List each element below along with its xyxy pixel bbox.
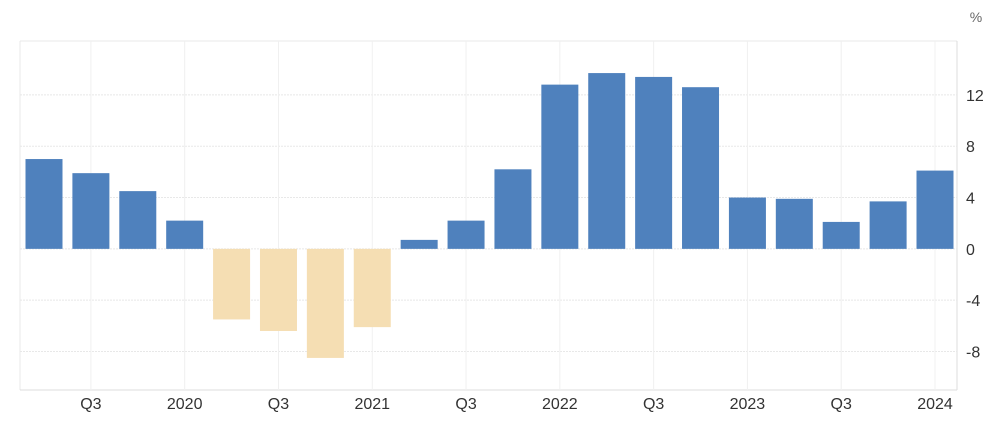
x-axis: Q3 2020 Q3 2021 Q3 2022 Q3 2023 Q3 2024 [80,396,953,413]
bar-2022-q4[interactable] [682,87,720,249]
bar-2019-q4[interactable] [119,191,157,249]
x-tick-label: 2021 [354,396,390,413]
bar-2023-q2[interactable] [775,198,813,249]
grid [19,40,958,391]
bars [25,73,954,358]
bar-2021-q1[interactable] [353,248,391,328]
y-tick-label: 4 [966,191,975,208]
bar-2021-q3[interactable] [447,220,485,249]
bar-2020-q1[interactable] [166,220,204,249]
unit-label: % [970,9,982,25]
y-tick-label: 12 [966,88,984,105]
x-tick-label: Q3 [80,396,101,413]
y-tick-label: 8 [966,139,975,156]
bar-2020-q3[interactable] [259,248,297,331]
bar-2021-q2[interactable] [400,239,438,249]
bar-2022-q1[interactable] [541,84,579,249]
x-tick-label: 2023 [730,396,766,413]
bar-2019-q3[interactable] [72,173,110,249]
x-tick-label: Q3 [643,396,664,413]
x-tick-label: Q3 [268,396,289,413]
bar-2023-q1[interactable] [728,197,766,249]
y-tick-label: 0 [966,242,975,259]
bar-2020-q4[interactable] [306,248,344,358]
x-tick-label: Q3 [831,396,852,413]
x-tick-label: 2024 [917,396,953,413]
bar-2021-q4[interactable] [494,169,532,249]
bar-2023-q3[interactable] [822,221,860,249]
bar-2022-q3[interactable] [635,76,673,249]
x-tick-label: Q3 [455,396,476,413]
y-axis: 12 8 4 0 -4 -8 [966,88,984,362]
y-tick-label: -8 [966,345,980,362]
y-tick-label: -4 [966,293,980,310]
x-tick-label: 2022 [542,396,578,413]
bar-2019-q2[interactable] [25,159,63,249]
bar-2023-q4[interactable] [869,201,907,249]
bar-2024-q1[interactable] [916,170,954,249]
bar-2020-q2[interactable] [213,248,251,320]
bar-2022-q2[interactable] [588,73,626,249]
x-tick-label: 2020 [167,396,203,413]
